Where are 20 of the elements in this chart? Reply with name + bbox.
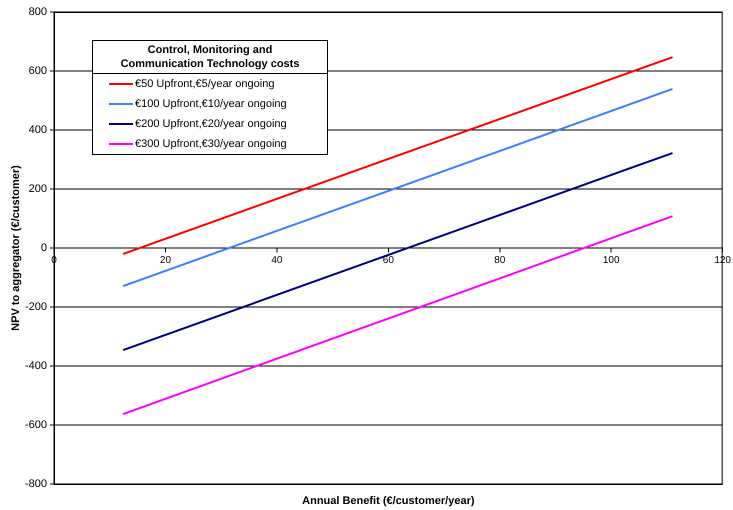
- legend-label: €300 Upfront,€30/year ongoing: [135, 138, 287, 150]
- y-tick-label: -800: [24, 478, 48, 490]
- legend-label: €50 Upfront,€5/year ongoing: [135, 78, 274, 90]
- x-tick-label: 20: [160, 254, 172, 266]
- y-tick-label: -400: [24, 360, 48, 372]
- x-tick-label: 100: [602, 254, 620, 266]
- legend-label: €200 Upfront,€20/year ongoing: [135, 118, 287, 130]
- y-tick-label: -600: [24, 419, 48, 432]
- y-tick-label: 400: [28, 124, 48, 136]
- y-tick-label: 800: [28, 6, 48, 18]
- legend-label: €100 Upfront,€10/year ongoing: [135, 98, 287, 110]
- y-tick-label: -200: [24, 301, 48, 314]
- y-tick-label: 600: [28, 65, 48, 78]
- x-tick-label: 80: [494, 254, 506, 266]
- x-axis-title: Annual Benefit (€/customer/year): [302, 495, 475, 508]
- x-tick-label: 40: [271, 254, 283, 266]
- y-tick-label: 0: [40, 242, 48, 254]
- y-axis-title: NPV to aggregator (€/customer): [10, 164, 22, 331]
- legend-heading: Control, Monitoring and Communication Technology costs: [93, 41, 327, 74]
- y-tick-label: 200: [28, 183, 48, 196]
